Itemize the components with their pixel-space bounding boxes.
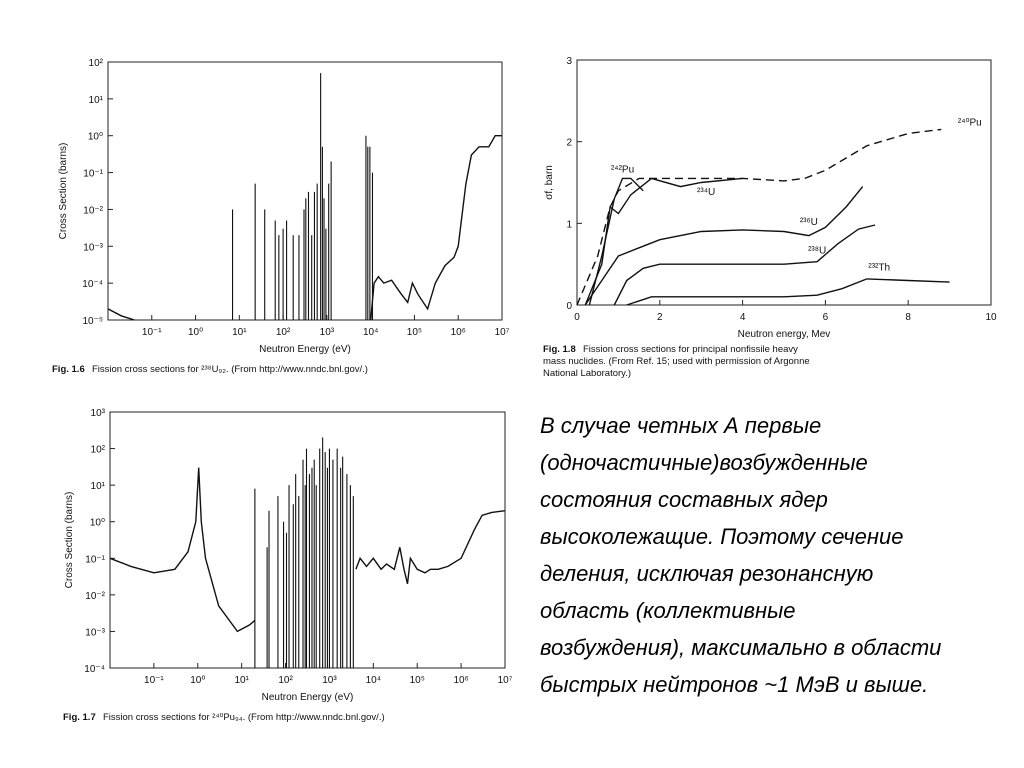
y-tick-label: 1 [566, 219, 572, 230]
x-tick-label: 10³ [322, 675, 337, 686]
x-tick-label: 10¹ [234, 675, 249, 686]
x-tick-label: 10⁴ [363, 327, 378, 338]
slide-text: возбуждения), максимально в области [540, 635, 941, 660]
slide-text: область (коллективные [540, 598, 796, 623]
y-tick-label: 10⁻² [83, 205, 103, 216]
curve-label: ²⁴²Pu [611, 165, 634, 176]
y-tick-label: 2 [566, 138, 572, 149]
caption-label: Fig. 1.8 [543, 344, 576, 355]
x-tick-label: 10¹ [232, 327, 247, 338]
curve-label: ²³⁸U [808, 246, 826, 257]
curve [370, 135, 502, 321]
curve [584, 177, 743, 306]
x-tick-label: 10⁻¹ [144, 675, 164, 686]
curve [626, 278, 950, 306]
plot-frame [576, 59, 992, 306]
x-tick-label: 8 [905, 312, 911, 323]
y-axis-label: σf, barn [544, 165, 555, 200]
x-tick-label: 10⁶ [451, 327, 466, 338]
curve-label: ²³⁶U [800, 217, 818, 228]
x-tick-label: 10⁰ [190, 675, 205, 686]
curve-label: ²⁴⁰Pu [958, 117, 982, 128]
y-tick-label: 10⁰ [90, 518, 105, 529]
x-tick-label: 10⁶ [453, 675, 468, 686]
y-axis-label: Cross Section (barns) [64, 492, 75, 589]
caption-label: Fig. 1.7 [63, 712, 96, 723]
y-tick-label: 10⁻¹ [85, 554, 105, 565]
x-tick-label: 10⁵ [410, 675, 425, 686]
y-tick-label: 3 [566, 56, 572, 67]
y-tick-label: 10⁰ [88, 132, 103, 143]
y-tick-label: 10⁻⁴ [84, 664, 105, 675]
plot-frame [109, 411, 506, 669]
caption-text: Fission cross sections for ²³⁸U₉₂. (From… [92, 364, 368, 375]
curve [576, 128, 942, 306]
y-tick-label: 0 [566, 301, 572, 312]
y-tick-label: 10⁻³ [83, 242, 103, 253]
y-tick-label: 10³ [91, 408, 106, 419]
y-tick-label: 10⁻⁵ [82, 316, 103, 327]
y-tick-label: 10⁻² [85, 591, 105, 602]
x-tick-label: 10⁴ [366, 675, 381, 686]
y-axis-label: Cross Section (barns) [58, 143, 69, 240]
x-tick-label: 2 [657, 312, 663, 323]
curve [584, 186, 864, 306]
x-axis-label: Neutron energy, Mev [738, 329, 831, 340]
x-tick-label: 4 [740, 312, 746, 323]
caption-text: Fission cross sections for principal non… [583, 344, 798, 355]
slide-text: В случае четных А первые [540, 413, 821, 438]
slide-text: высоколежащие. Поэтому сечение [540, 524, 903, 549]
x-tick-label: 10⁰ [188, 327, 203, 338]
y-tick-label: 10² [89, 58, 104, 69]
x-axis-label: Neutron Energy (eV) [259, 344, 351, 355]
caption-text: National Laboratory.) [543, 368, 631, 379]
y-tick-label: 10² [91, 445, 106, 456]
curve [107, 308, 135, 321]
y-tick-label: 10¹ [91, 481, 106, 492]
curve-label: ²³²Th [868, 263, 890, 274]
x-axis-label: Neutron Energy (eV) [262, 692, 354, 703]
y-tick-label: 10¹ [89, 95, 104, 106]
x-tick-label: 10⁷ [495, 327, 510, 338]
x-tick-label: 6 [823, 312, 829, 323]
caption-label: Fig. 1.6 [52, 364, 85, 375]
curve [355, 510, 506, 584]
x-tick-label: 10⁻¹ [142, 327, 162, 338]
caption-text: mass nuclides. (From Ref. 15; used with … [543, 356, 810, 367]
x-tick-label: 10² [278, 675, 293, 686]
slide-text: состояния составных ядер [540, 487, 828, 512]
x-tick-label: 10² [276, 327, 291, 338]
curve [613, 224, 876, 306]
curve [588, 177, 644, 306]
slide-text: (одночастичные)возбужденные [540, 450, 868, 475]
x-tick-label: 10⁵ [407, 327, 422, 338]
y-tick-label: 10⁻⁴ [82, 279, 103, 290]
x-tick-label: 0 [574, 312, 580, 323]
caption-text: Fission cross sections for ²⁴⁰Pu₉₄. (Fro… [103, 712, 385, 723]
curve [109, 467, 256, 633]
curve-label: ²³⁴U [697, 187, 715, 198]
slide-text: быстрых нейтронов ~1 МэВ и выше. [540, 672, 928, 697]
plot-frame [107, 61, 503, 321]
y-tick-label: 10⁻¹ [83, 169, 103, 180]
x-tick-label: 10 [985, 312, 997, 323]
y-tick-label: 10⁻³ [85, 627, 105, 638]
x-tick-label: 10⁷ [498, 675, 513, 686]
x-tick-label: 10³ [320, 327, 335, 338]
slide-text: деления, исключая резонансную [540, 561, 873, 586]
